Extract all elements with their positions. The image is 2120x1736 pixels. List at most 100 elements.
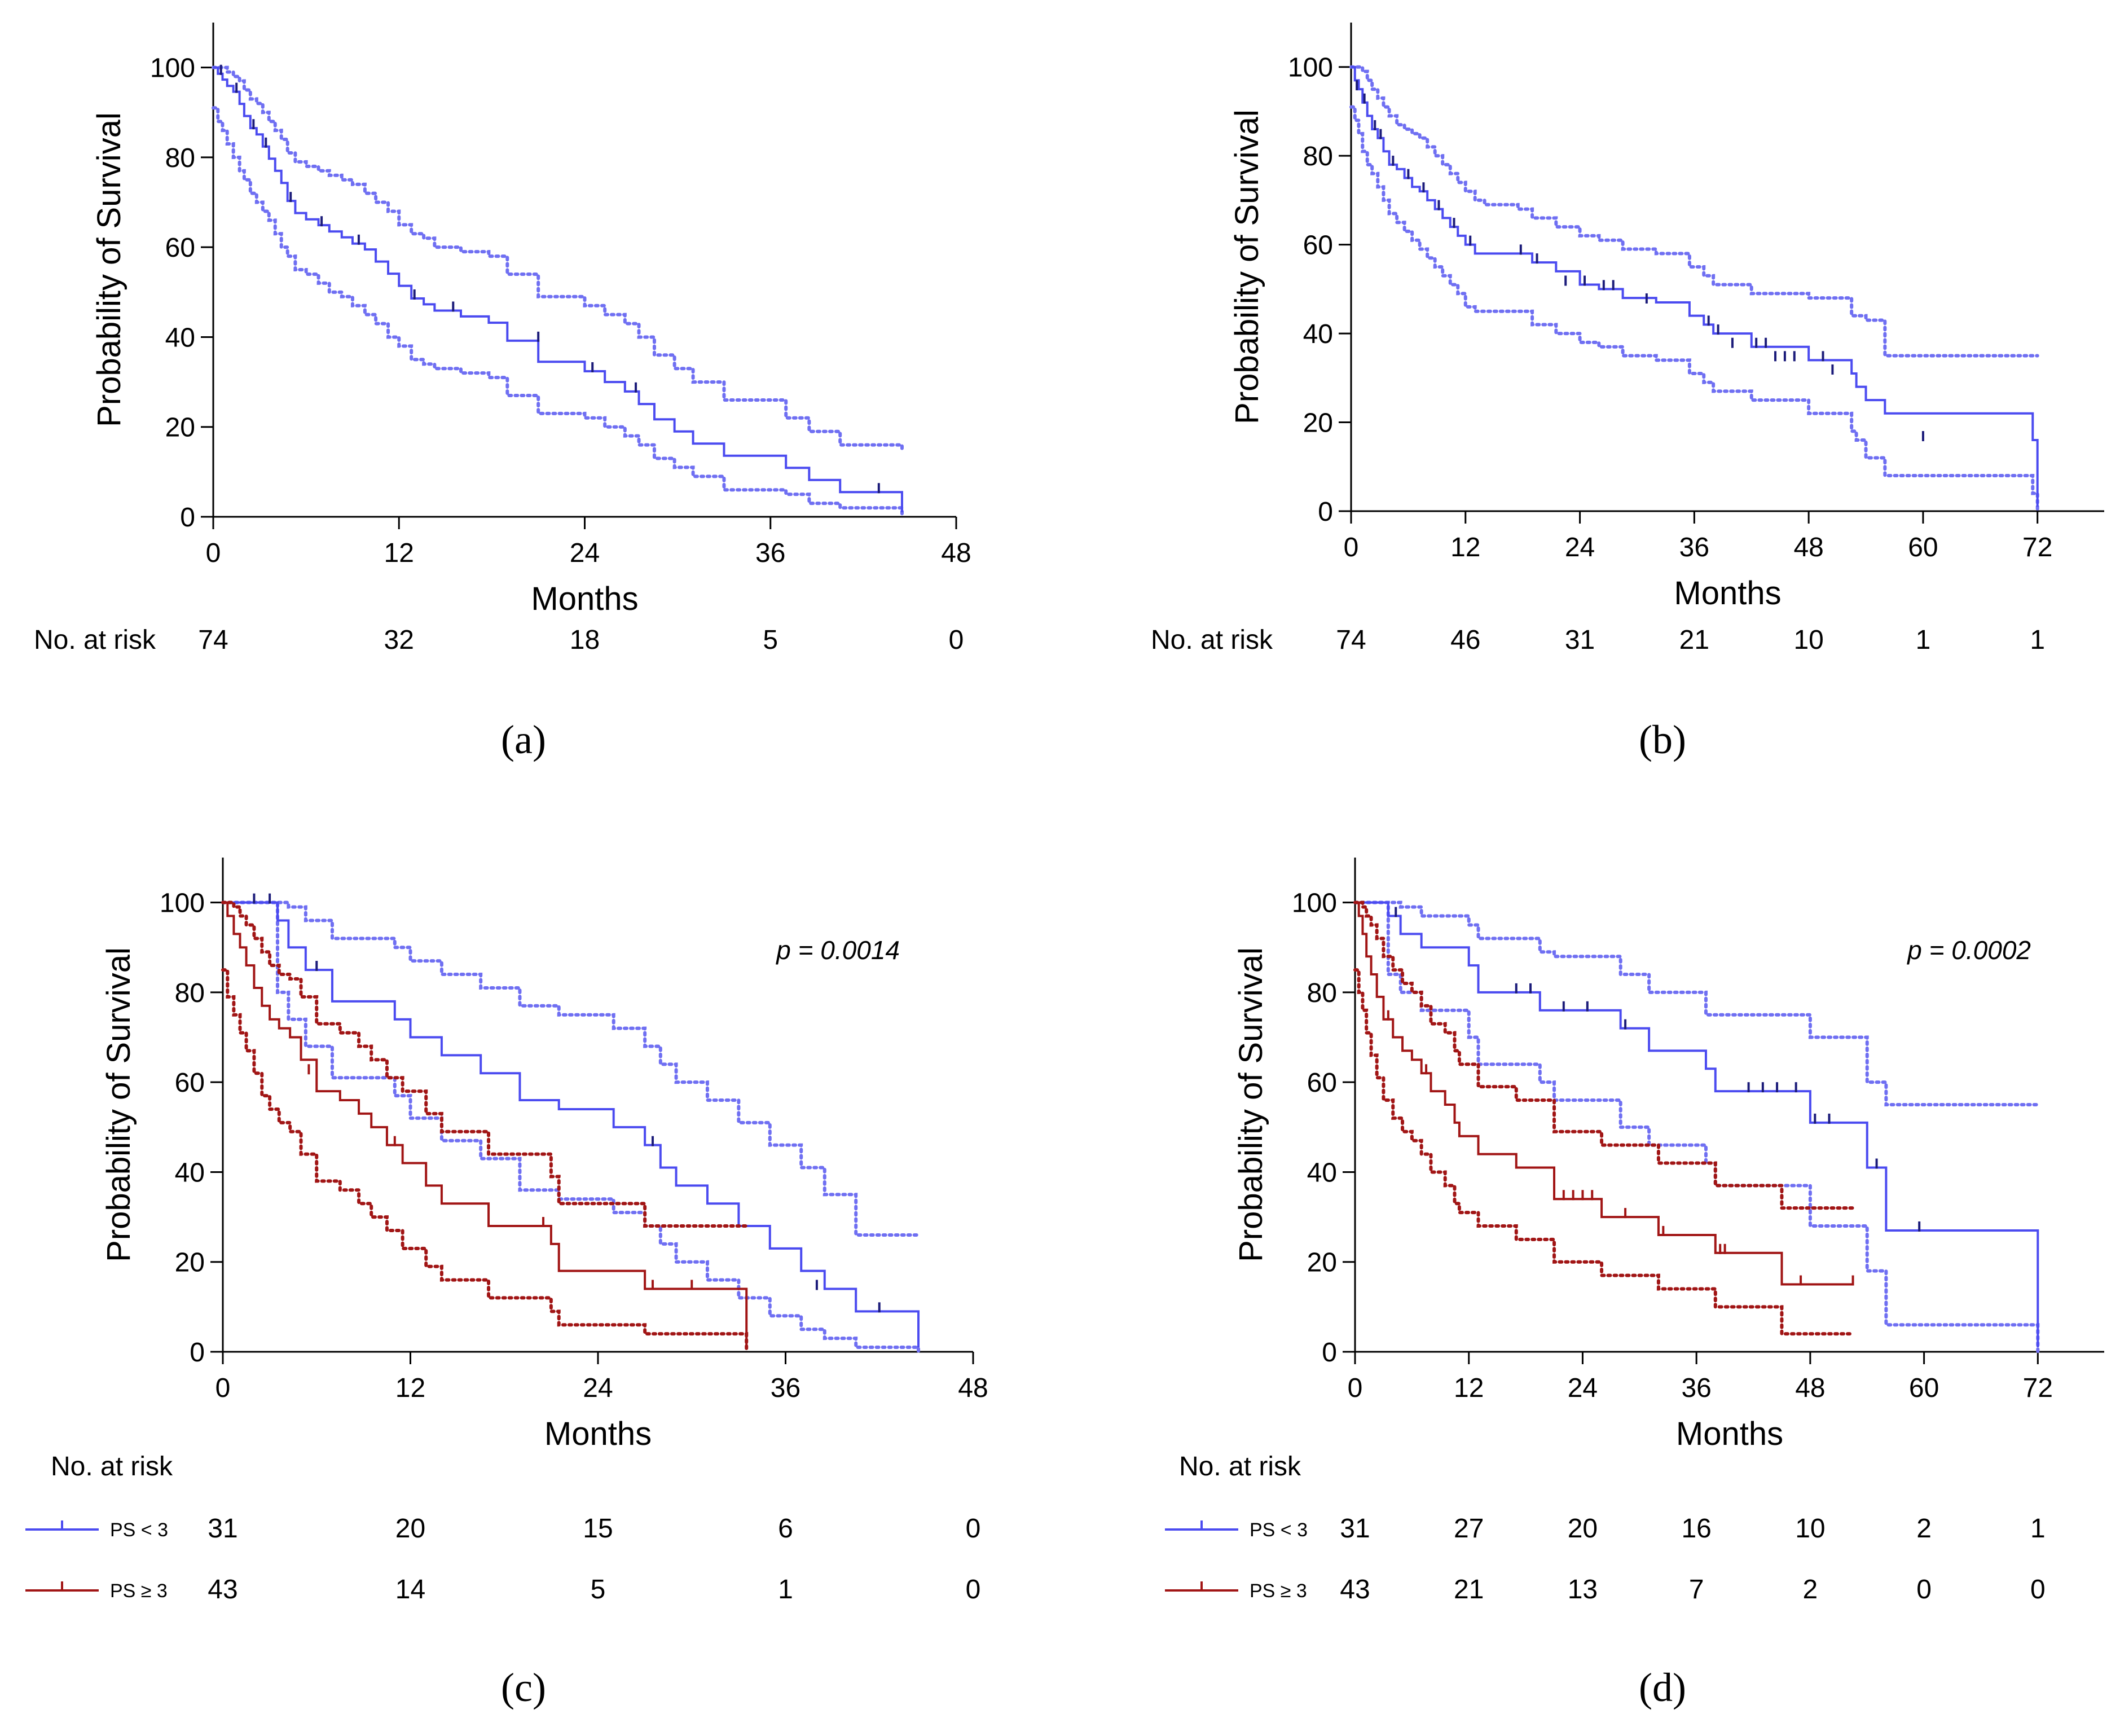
y-tick-label: 0 (1318, 497, 1333, 527)
ci-upper-line (221, 900, 749, 1228)
x-axis-title: Months (544, 1416, 652, 1452)
x-tick-label: 24 (1568, 1373, 1598, 1403)
survival-curve (223, 901, 748, 1348)
y-axis-title: Probability of Survival (91, 112, 127, 427)
y-tick-label: 40 (1307, 1158, 1337, 1188)
risk-count: 20 (1568, 1514, 1598, 1544)
risk-count: 10 (1793, 625, 1823, 655)
survival-curve (223, 901, 920, 1348)
x-tick-label: 0 (1348, 1373, 1363, 1403)
series-blue (1349, 65, 2039, 513)
risk-count: 32 (384, 625, 414, 655)
y-axis-title: Probability of Survival (1229, 109, 1265, 424)
risk-count: 10 (1795, 1514, 1825, 1544)
series-red (1353, 900, 1855, 1336)
y-tick-label: 40 (175, 1158, 205, 1188)
risk-count: 1 (778, 1575, 793, 1605)
x-tick-label: 60 (1908, 533, 1938, 562)
y-tick-label: 0 (180, 503, 195, 533)
x-tick-label: 36 (1679, 533, 1709, 562)
y-tick-label: 20 (1303, 408, 1333, 438)
risk-table-header: No. at risk (1179, 1452, 1301, 1482)
x-tick-label: 36 (771, 1373, 801, 1403)
p-value: p = 0.0002 (1906, 935, 2031, 965)
risk-count: 74 (198, 625, 228, 655)
ci-upper-line (221, 900, 921, 1237)
y-axis-title: Probability of Survival (1233, 947, 1269, 1262)
panel-label: (b) (1639, 717, 1686, 762)
y-tick-label: 100 (160, 889, 205, 918)
risk-count: 27 (1454, 1514, 1484, 1544)
x-tick-label: 12 (395, 1373, 425, 1403)
risk-count: 5 (591, 1575, 606, 1605)
x-tick-label: 24 (570, 538, 600, 568)
risk-count: 13 (1568, 1575, 1598, 1605)
ci-lower-line (212, 106, 904, 518)
x-tick-label: 48 (1793, 533, 1823, 562)
risk-count: 31 (208, 1514, 237, 1544)
risk-count: 21 (1679, 625, 1709, 655)
risk-count: 2 (1916, 1514, 1932, 1544)
x-tick-label: 72 (2022, 533, 2052, 562)
x-tick-label: 0 (215, 1373, 231, 1403)
x-tick-label: 36 (755, 538, 785, 568)
x-tick-label: 48 (958, 1373, 988, 1403)
p-value: p = 0.0014 (775, 935, 900, 965)
x-tick-label: 48 (1795, 1373, 1825, 1403)
risk-count: 0 (1916, 1575, 1932, 1605)
y-axis-title: Probability of Survival (100, 947, 137, 1262)
y-tick-label: 40 (1303, 319, 1333, 349)
ci-lower-line (221, 900, 921, 1353)
risk-count: 16 (1681, 1514, 1711, 1544)
x-tick-label: 12 (1454, 1373, 1484, 1403)
risk-count: 2 (1803, 1575, 1818, 1605)
y-tick-label: 80 (1307, 978, 1337, 1008)
risk-count: 5 (763, 625, 778, 655)
risk-count: 0 (966, 1575, 981, 1605)
y-tick-label: 40 (165, 323, 195, 353)
risk-count: 0 (2030, 1575, 2046, 1605)
ci-lower-line (1349, 105, 2039, 513)
survival-curve (213, 66, 903, 513)
legend-label: PS ≥ 3 (110, 1580, 168, 1602)
panel-a: 0 20 40 60 80 100 0 12 24 36 48 Months Probability o… (34, 23, 971, 762)
risk-table-header: No. at risk (51, 1452, 173, 1482)
y-tick-label: 80 (165, 143, 195, 173)
risk-count: 43 (1340, 1575, 1370, 1605)
x-tick-label: 0 (1344, 533, 1359, 562)
risk-count: 46 (1450, 625, 1480, 655)
ci-lower-line (221, 968, 749, 1353)
panel-label: (d) (1639, 1665, 1686, 1710)
risk-count: 1 (2030, 625, 2045, 655)
legend-label: PS < 3 (1250, 1519, 1308, 1541)
risk-count: 14 (395, 1575, 425, 1605)
risk-count: 21 (1454, 1575, 1484, 1605)
y-tick-label: 60 (1303, 231, 1333, 261)
x-tick-label: 72 (2023, 1373, 2053, 1403)
panel-label: (c) (501, 1665, 546, 1710)
series-red (221, 900, 749, 1353)
series-blue (221, 893, 921, 1353)
y-tick-label: 60 (175, 1068, 205, 1098)
legend-label: PS < 3 (110, 1519, 168, 1541)
x-tick-label: 12 (384, 538, 414, 568)
ci-upper-line (212, 65, 904, 451)
x-axis-title: Months (1676, 1416, 1783, 1452)
ci-lower-line (1353, 968, 1855, 1336)
risk-count: 18 (570, 625, 600, 655)
risk-count: 6 (778, 1514, 793, 1544)
ci-lower-line (1353, 900, 2040, 1353)
x-tick-label: 24 (1565, 533, 1595, 562)
y-tick-label: 100 (150, 54, 195, 83)
y-tick-label: 20 (175, 1248, 205, 1278)
y-tick-label: 60 (165, 233, 195, 263)
ci-upper-line (1353, 900, 1855, 1210)
x-tick-label: 0 (206, 538, 221, 568)
risk-table-header: No. at risk (34, 625, 156, 655)
ci-upper-line (1349, 65, 2039, 358)
x-tick-label: 60 (1909, 1373, 1939, 1403)
series-blue (212, 64, 904, 518)
risk-count: 20 (395, 1514, 425, 1544)
